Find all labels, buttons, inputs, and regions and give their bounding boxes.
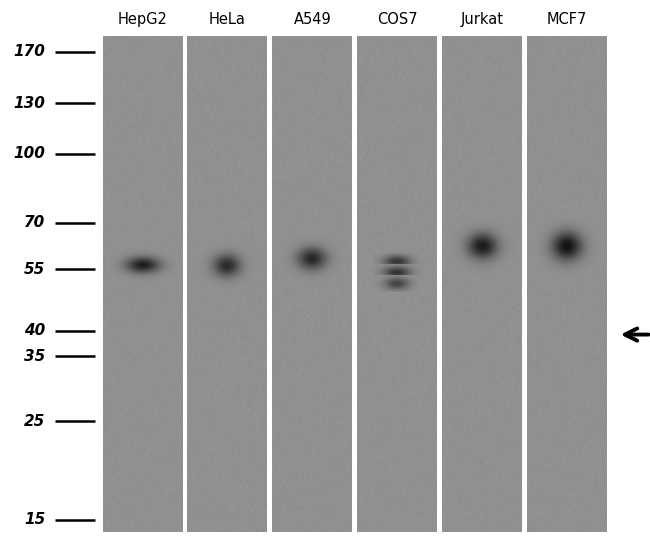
- Text: 35: 35: [24, 349, 45, 364]
- Text: 55: 55: [24, 262, 45, 277]
- Text: 70: 70: [24, 215, 45, 230]
- Text: HepG2: HepG2: [118, 12, 167, 27]
- Text: 130: 130: [13, 96, 45, 111]
- Text: 40: 40: [24, 323, 45, 338]
- Text: MCF7: MCF7: [547, 12, 587, 27]
- Text: 100: 100: [13, 146, 45, 162]
- Text: 15: 15: [24, 512, 45, 527]
- Text: A549: A549: [293, 12, 331, 27]
- Text: HeLa: HeLa: [209, 12, 246, 27]
- Text: COS7: COS7: [377, 12, 417, 27]
- Text: 25: 25: [24, 413, 45, 429]
- Text: Jurkat: Jurkat: [461, 12, 504, 27]
- Text: 170: 170: [13, 44, 45, 59]
